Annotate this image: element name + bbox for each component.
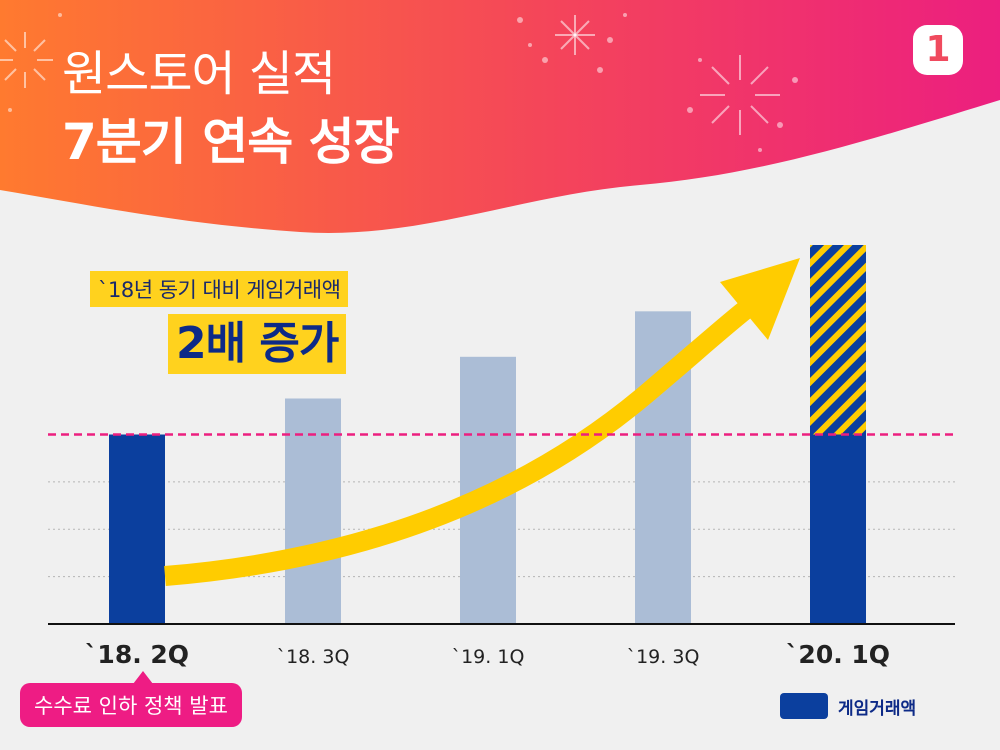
- bar: [285, 398, 341, 624]
- x-tick-label: `18. 2Q: [85, 640, 189, 669]
- growth-arrow: [164, 258, 800, 586]
- title-line-2: 7분기 연속 성장: [62, 113, 400, 171]
- callout-subtitle: `18년 동기 대비 게임거래액: [90, 271, 349, 307]
- policy-note-badge: 수수료 인하 정책 발표: [20, 671, 242, 727]
- header-wave: [0, 0, 1000, 233]
- arrow-head: [720, 258, 800, 340]
- sparkle-dots: [8, 13, 798, 152]
- legend-swatch: [780, 693, 828, 719]
- callout-headline: 2배 증가: [168, 314, 347, 374]
- x-tick-label: `19. 1Q: [452, 646, 525, 668]
- title-line-1: 원스토어 실적: [62, 46, 336, 102]
- bar: [109, 434, 165, 624]
- x-tick-label: `20. 1Q: [786, 640, 890, 669]
- x-tick-label: `19. 3Q: [627, 646, 700, 668]
- legend: 게임거래액: [780, 693, 916, 719]
- legend-label: 게임거래액: [838, 698, 917, 719]
- bar-growth-segment: [810, 245, 866, 435]
- logo-text: 1: [925, 29, 951, 70]
- x-axis-ticks: `18. 2Q `18. 3Q `19. 1Q `19. 3Q `20. 1Q: [85, 640, 890, 669]
- onestore-logo: 1: [913, 25, 963, 75]
- bar-base-segment: [810, 434, 866, 624]
- firework-decoration: [0, 15, 780, 135]
- arrow-shaft: [164, 302, 752, 586]
- x-tick-label: `18. 3Q: [277, 646, 350, 668]
